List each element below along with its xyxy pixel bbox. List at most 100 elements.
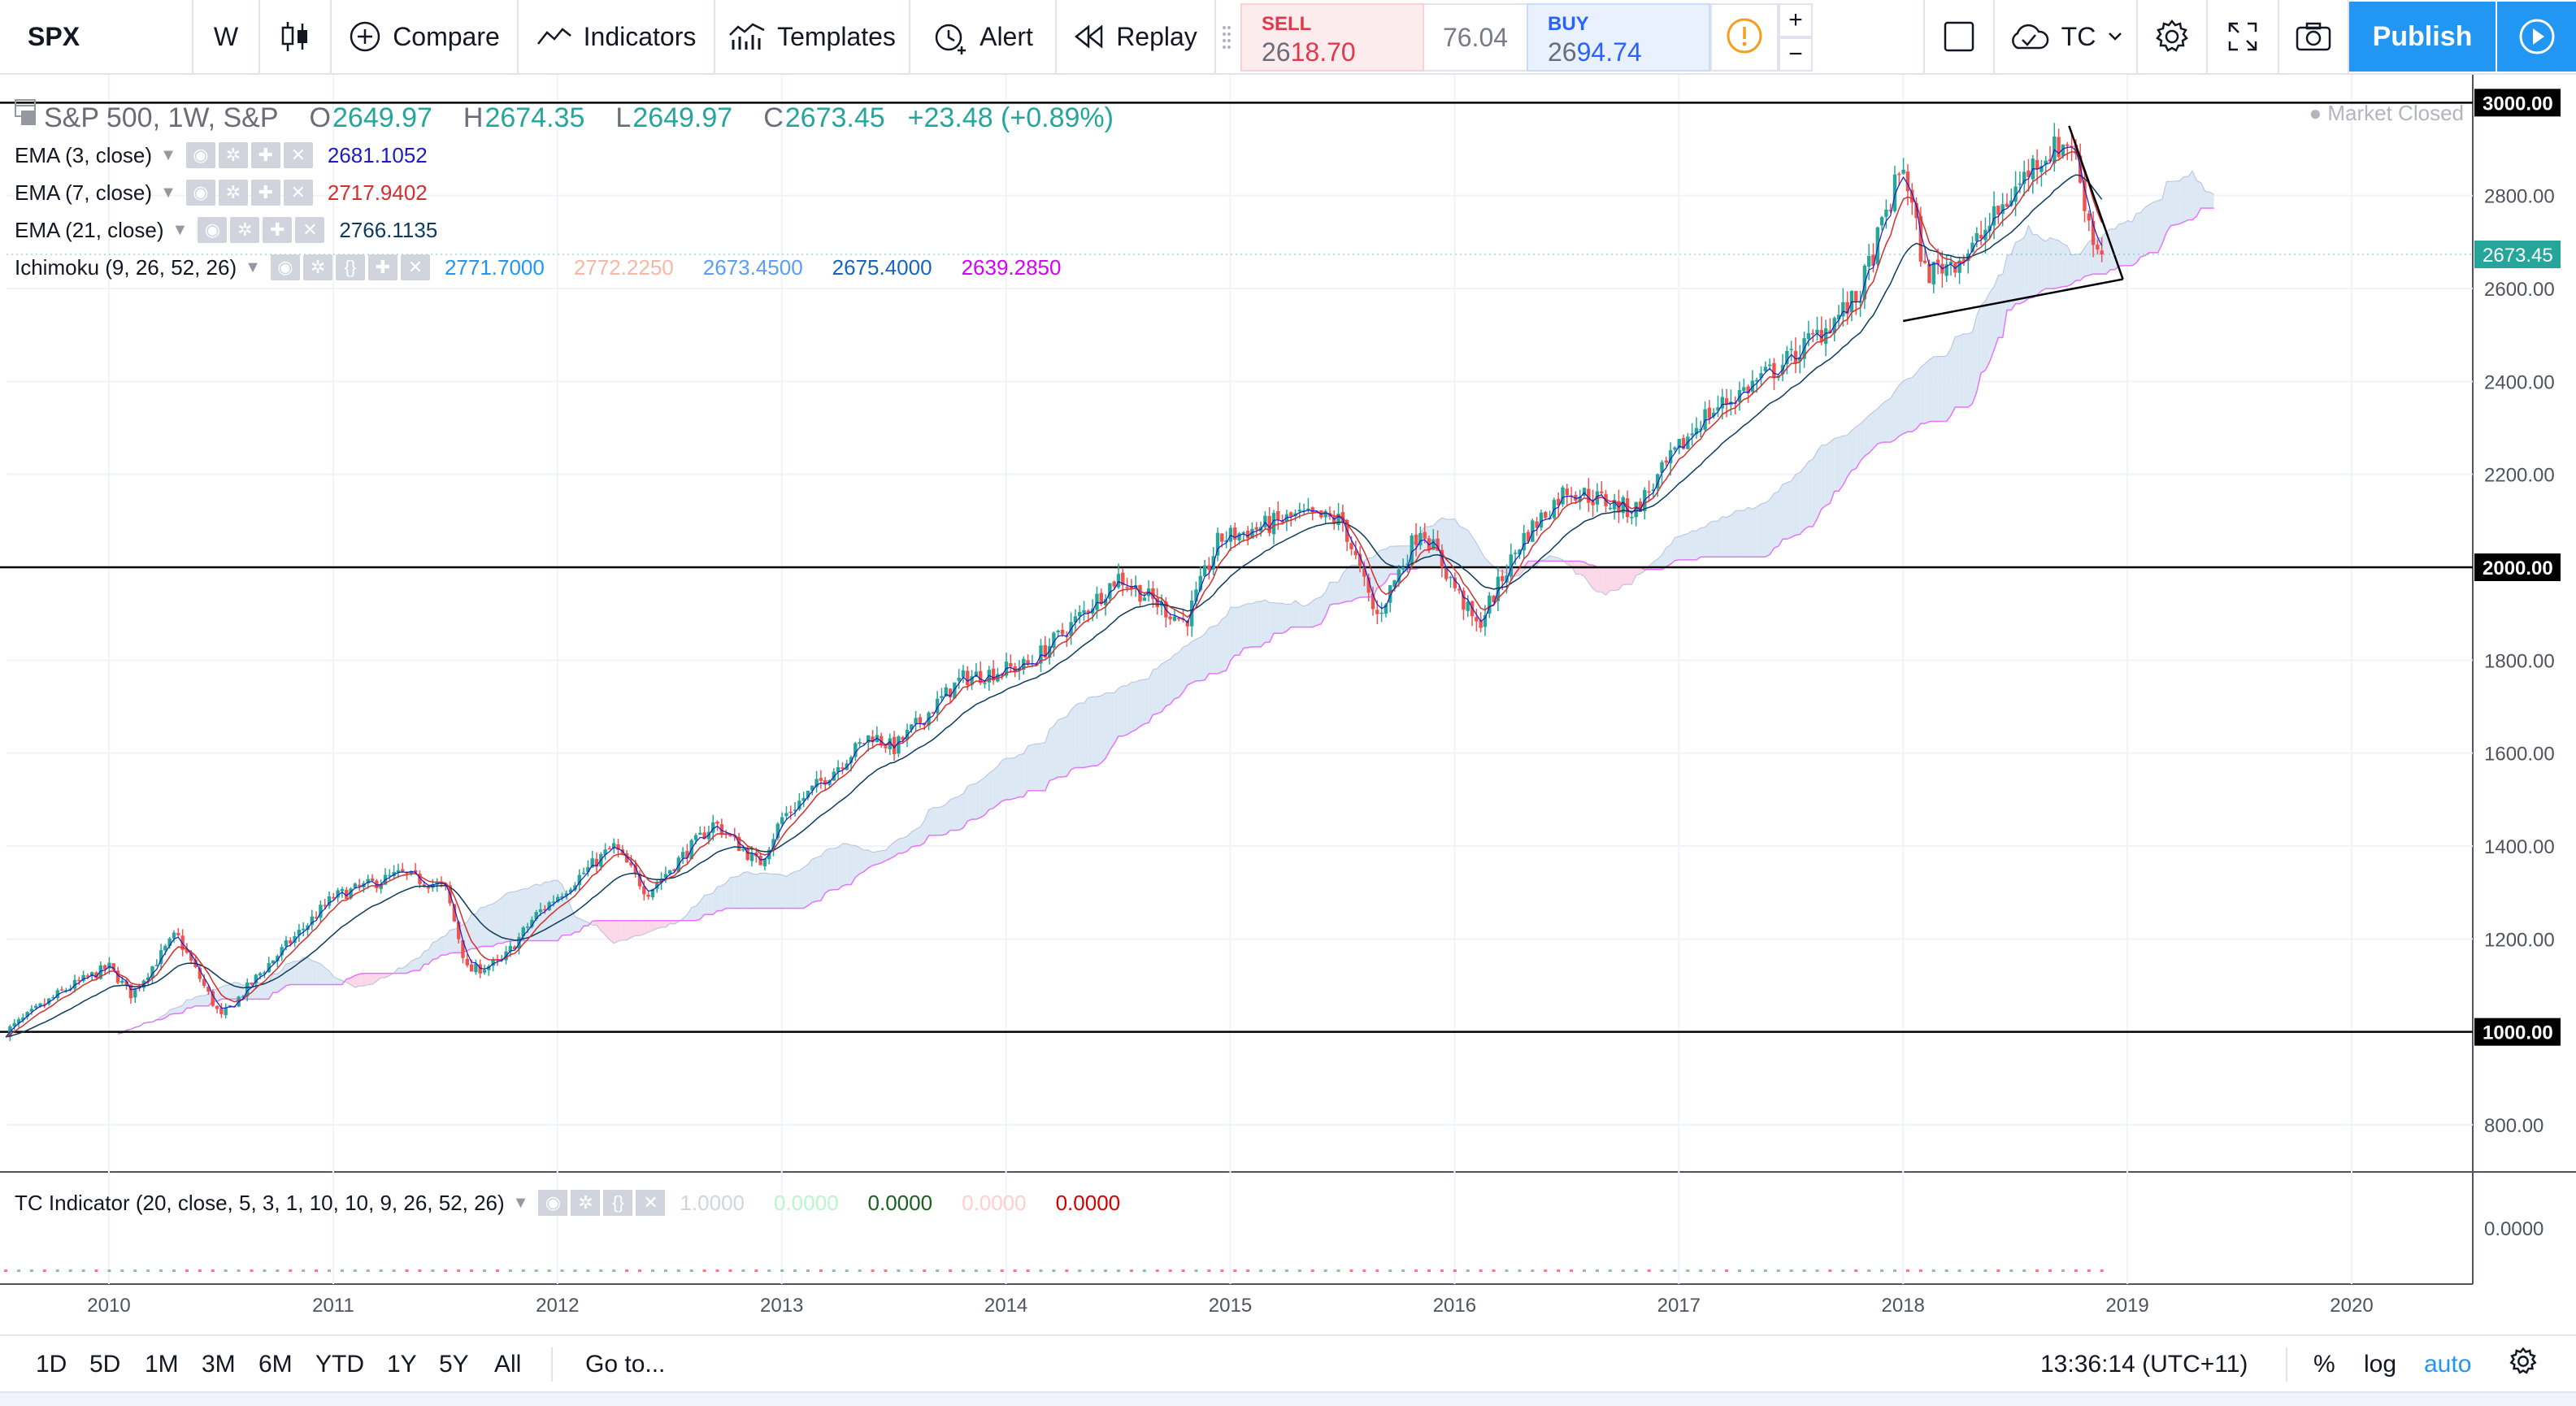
layout-button[interactable]: TC bbox=[1995, 0, 2138, 73]
candle-body bbox=[1082, 610, 1086, 614]
more-icon[interactable]: ✚ bbox=[367, 254, 397, 280]
candle-body bbox=[461, 940, 465, 958]
compare-button[interactable]: Compare bbox=[332, 0, 519, 73]
range-1y-button[interactable]: 1Y bbox=[387, 1351, 417, 1378]
caret-down-icon[interactable]: ▼ bbox=[160, 184, 176, 202]
log-scale-toggle[interactable]: log bbox=[2364, 1351, 2397, 1378]
candle-body bbox=[85, 975, 90, 977]
cloud-segment bbox=[1278, 603, 1283, 634]
sell-button[interactable]: SELL 2618.70 bbox=[1240, 3, 1424, 72]
more-icon[interactable]: ✚ bbox=[263, 217, 293, 243]
cloud-segment bbox=[1856, 423, 1861, 469]
tc-indicator-name: TC Indicator (20, close, 5, 3, 1, 10, 10… bbox=[15, 1190, 505, 1215]
buy-button[interactable]: BUY 2694.74 bbox=[1527, 3, 1710, 72]
quantity-decrease-button[interactable]: − bbox=[1779, 37, 1813, 72]
source-icon[interactable]: {} bbox=[335, 254, 365, 280]
cloud-segment bbox=[941, 804, 946, 835]
more-icon[interactable]: ✚ bbox=[250, 142, 280, 168]
candle-body bbox=[1449, 576, 1453, 579]
caret-down-icon[interactable]: ▼ bbox=[512, 1193, 529, 1212]
replay-button[interactable]: Replay bbox=[1057, 0, 1216, 73]
ichimoku-span-a-line bbox=[117, 170, 2214, 1035]
price-chart[interactable]: 800.00 1000.00 1200.00 1400.00 1600.00 1800.0… bbox=[0, 75, 2576, 1334]
range-1d-button[interactable]: 1D bbox=[36, 1351, 67, 1378]
snapshot-button[interactable] bbox=[2279, 0, 2349, 73]
close-icon[interactable]: ✕ bbox=[636, 1190, 666, 1216]
cloud-segment bbox=[932, 807, 938, 835]
eye-icon[interactable]: ◉ bbox=[270, 254, 300, 280]
range-6m-button[interactable]: 6M bbox=[258, 1351, 293, 1378]
tc-mark bbox=[237, 1269, 241, 1272]
indicators-button[interactable]: Indicators bbox=[519, 0, 715, 73]
close-icon[interactable]: ✕ bbox=[283, 142, 313, 168]
ema3-line bbox=[5, 146, 2103, 1038]
range-1m-button[interactable]: 1M bbox=[145, 1351, 179, 1378]
fullscreen-button[interactable] bbox=[2208, 0, 2279, 73]
gear-icon[interactable]: ✲ bbox=[218, 180, 248, 206]
cloud-segment bbox=[1972, 315, 1977, 404]
cloud-segment bbox=[2071, 254, 2076, 284]
gear-icon[interactable]: ✲ bbox=[218, 142, 248, 168]
cloud-segment bbox=[1688, 531, 1692, 560]
high-value: 2674.35 bbox=[484, 102, 585, 133]
caret-down-icon[interactable]: ▼ bbox=[245, 258, 261, 276]
range-5d-button[interactable]: 5D bbox=[89, 1351, 121, 1378]
close-icon[interactable]: ✕ bbox=[295, 217, 325, 243]
percent-scale-toggle[interactable]: % bbox=[2313, 1351, 2335, 1378]
eye-icon[interactable]: ◉ bbox=[185, 180, 215, 206]
cloud-segment bbox=[902, 835, 907, 853]
drag-handle-icon[interactable] bbox=[1221, 24, 1232, 50]
candle-body bbox=[698, 832, 702, 835]
quantity-increase-button[interactable]: + bbox=[1779, 3, 1813, 37]
chart-settings-button[interactable] bbox=[2509, 1336, 2538, 1393]
gear-icon[interactable]: ✲ bbox=[571, 1190, 601, 1216]
cloud-segment bbox=[2084, 241, 2089, 277]
candle-body bbox=[1621, 497, 1625, 514]
alert-button[interactable]: Alert bbox=[910, 0, 1057, 73]
chart-type-button[interactable] bbox=[260, 0, 332, 73]
info-button[interactable] bbox=[1710, 3, 1779, 72]
cloud-segment bbox=[1079, 702, 1084, 768]
ema21-legend-row[interactable]: EMA (21, close) ▼ ◉ ✲ ✚ ✕ 2766.1135 bbox=[15, 211, 1114, 249]
range-ytd-button[interactable]: YTD bbox=[315, 1351, 364, 1378]
close-icon[interactable]: ✕ bbox=[400, 254, 430, 280]
range-all-button[interactable]: All bbox=[494, 1351, 522, 1378]
ema3-legend-row[interactable]: EMA (3, close) ▼ ◉ ✲ ✚ ✕ 2681.1052 bbox=[15, 137, 1114, 174]
auto-scale-toggle[interactable]: auto bbox=[2424, 1351, 2472, 1378]
go-to-button[interactable]: Go to... bbox=[585, 1351, 666, 1378]
eye-icon[interactable]: ◉ bbox=[185, 142, 215, 168]
candle-body bbox=[667, 870, 672, 874]
chart-pane[interactable]: 800.00 1000.00 1200.00 1400.00 1600.00 1800.0… bbox=[0, 75, 2576, 1334]
eye-icon[interactable]: ◉ bbox=[198, 217, 228, 243]
close-icon[interactable]: ✕ bbox=[283, 180, 313, 206]
range-5y-button[interactable]: 5Y bbox=[439, 1351, 469, 1378]
ema7-legend-row[interactable]: EMA (7, close) ▼ ◉ ✲ ✚ ✕ 2717.9402 bbox=[15, 174, 1114, 211]
source-icon[interactable]: {} bbox=[603, 1190, 633, 1216]
interval-button[interactable]: W bbox=[193, 0, 260, 73]
gear-icon[interactable]: ✲ bbox=[302, 254, 332, 280]
candle-body bbox=[1724, 398, 1729, 405]
caret-down-icon[interactable]: ▼ bbox=[172, 221, 189, 239]
tc-indicator-legend-row[interactable]: TC Indicator (20, close, 5, 3, 1, 10, 10… bbox=[15, 1190, 1149, 1216]
gear-icon[interactable]: ✲ bbox=[230, 217, 260, 243]
ichimoku-legend-row[interactable]: Ichimoku (9, 26, 52, 26) ▼ ◉ ✲{} ✚ ✕ 2771.70… bbox=[15, 249, 1114, 286]
candle-body bbox=[245, 982, 250, 997]
live-stream-button[interactable] bbox=[2497, 2, 2576, 72]
clock-timezone[interactable]: 13:36:14 (UTC+11) bbox=[2040, 1351, 2248, 1378]
cloud-segment bbox=[1933, 356, 1939, 422]
settings-button[interactable] bbox=[2138, 0, 2208, 73]
caret-down-icon[interactable]: ▼ bbox=[160, 146, 176, 164]
rectangle-tool-button[interactable] bbox=[1923, 0, 1995, 73]
cloud-segment bbox=[721, 883, 727, 911]
candle-body bbox=[685, 851, 689, 858]
symbol-search-button[interactable]: SPX bbox=[0, 0, 193, 73]
publish-button[interactable]: Publish bbox=[2349, 2, 2496, 72]
candle-body bbox=[931, 712, 936, 714]
range-3m-button[interactable]: 3M bbox=[202, 1351, 236, 1378]
cloud-segment bbox=[1985, 292, 1990, 371]
cloud-segment bbox=[2144, 204, 2150, 256]
templates-button[interactable]: Templates bbox=[715, 0, 910, 73]
camera-icon bbox=[2295, 21, 2332, 52]
more-icon[interactable]: ✚ bbox=[250, 180, 280, 206]
eye-icon[interactable]: ◉ bbox=[538, 1190, 568, 1216]
